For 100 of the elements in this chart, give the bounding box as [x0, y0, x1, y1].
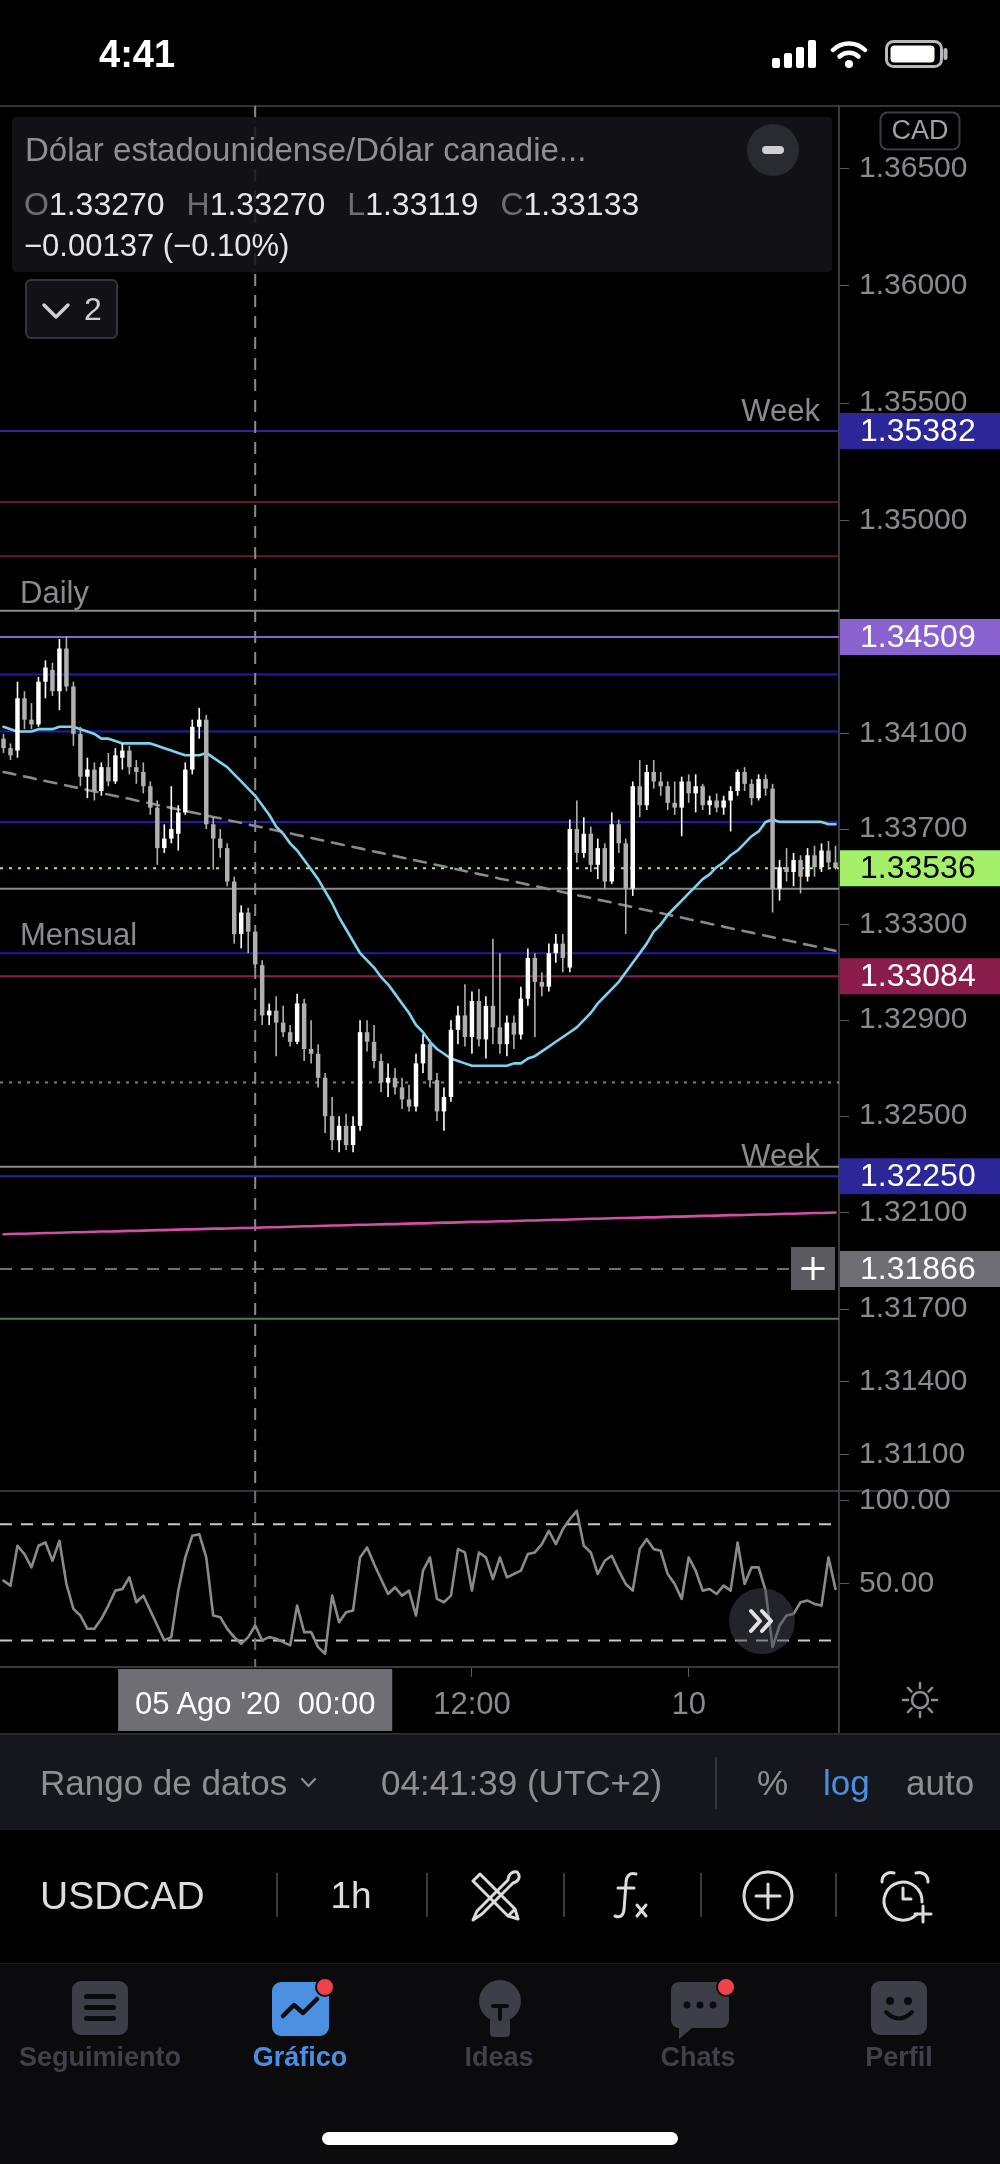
- candlestick: [497, 952, 503, 1055]
- candlestick: [120, 742, 125, 771]
- candlestick: [686, 773, 691, 804]
- x-tick-label: 10: [671, 1686, 706, 1722]
- candlestick: [721, 794, 726, 816]
- ref-line-label: 1.31866: [860, 1249, 976, 1286]
- candlestick: [287, 1024, 293, 1048]
- candlestick: [651, 759, 656, 790]
- text: USDCAD: [40, 1873, 205, 1919]
- candlestick: [385, 1062, 391, 1098]
- y-tick-label: 1.32100: [859, 1193, 968, 1227]
- ref-line-label: 1.33536: [860, 848, 976, 885]
- candlestick: [92, 761, 97, 802]
- ref-line-label: 1.34509: [860, 617, 976, 654]
- candlestick: [406, 1084, 412, 1113]
- annotation: Week: [741, 1138, 821, 1174]
- y-tick-label: 1.32900: [859, 1001, 968, 1035]
- candlestick: [162, 823, 167, 854]
- text: Dólar estadounidense/Dólar canadie...: [25, 131, 587, 169]
- text: Gráfico: [252, 2042, 348, 2074]
- candlestick: [85, 756, 90, 799]
- candlestick: [315, 1043, 321, 1089]
- annotation: Mensual: [20, 917, 138, 953]
- text: 4:41: [99, 33, 176, 77]
- candlestick: [812, 844, 817, 878]
- candlestick: [169, 785, 174, 845]
- text: log: [823, 1762, 870, 1804]
- candlestick: [106, 752, 111, 788]
- candlestick: [693, 773, 698, 814]
- y-tick-label: 1.31100: [859, 1435, 966, 1469]
- candlestick: [798, 854, 803, 895]
- annotation: −0.00137 (−0.10%): [24, 228, 290, 264]
- candlestick: [742, 766, 747, 792]
- annotation: 2: [84, 290, 102, 328]
- candlestick: [791, 852, 796, 888]
- candlestick: [455, 1005, 461, 1045]
- annotation: Week: [741, 392, 821, 428]
- candlestick: [784, 847, 789, 883]
- y-tick-label: 1.31700: [859, 1290, 968, 1324]
- candlestick: [127, 745, 132, 776]
- y-tick-label: 1.36000: [859, 267, 968, 301]
- ref-line-label: 1.33084: [860, 956, 976, 993]
- candlestick: [756, 773, 761, 802]
- text: auto: [906, 1762, 975, 1804]
- candlestick: [714, 792, 719, 814]
- candlestick: [211, 816, 216, 871]
- candlestick: [707, 794, 712, 816]
- text: Rango de datos: [40, 1762, 288, 1804]
- candlestick: [462, 983, 468, 1048]
- candlestick: [763, 773, 768, 797]
- candlestick: [574, 799, 580, 864]
- candlestick: [364, 1019, 370, 1053]
- ref-line-label: 1.32250: [860, 1157, 976, 1194]
- candlestick: [749, 778, 754, 807]
- candlestick: [672, 780, 677, 816]
- text: 04:41:39 (UTC+2): [381, 1762, 663, 1804]
- y-tick-label: 1.33300: [859, 905, 968, 939]
- y-tick-label: 100.00: [859, 1482, 951, 1516]
- candlestick: [50, 661, 55, 697]
- y-tick-label: 1.32500: [859, 1097, 968, 1131]
- candlestick: [29, 702, 34, 730]
- candlestick: [197, 707, 202, 740]
- text: Chats: [660, 2042, 736, 2074]
- candlestick: [22, 690, 27, 730]
- text: 1h: [330, 1874, 372, 1918]
- candlestick: [700, 783, 705, 811]
- text: O1.33270 H1.33270 L1.33119 C1.33133: [24, 185, 640, 222]
- candlestick: [658, 771, 663, 797]
- y-tick-label: 1.34100: [859, 715, 968, 749]
- candlestick: [99, 761, 104, 797]
- y-tick-label: 50.00: [859, 1565, 935, 1599]
- text: Seguimiento: [18, 2042, 182, 2074]
- y-tick-label: 1.33700: [859, 810, 968, 844]
- text: CAD: [879, 111, 961, 151]
- candlestick: [308, 1019, 314, 1065]
- candlestick: [43, 659, 48, 700]
- candlestick: [728, 785, 733, 833]
- candlestick: [826, 840, 831, 871]
- candlestick: [532, 952, 538, 1038]
- candlestick: [141, 761, 146, 795]
- candlestick: [805, 847, 810, 883]
- y-tick-label: 1.31400: [859, 1363, 968, 1396]
- candlestick: [777, 859, 782, 902]
- x-tick-label: 12:00: [433, 1686, 511, 1722]
- text: Perfil: [865, 2042, 933, 2074]
- candlestick: [735, 768, 740, 797]
- text: Ideas: [464, 2042, 534, 2074]
- y-tick-label: 1.36500: [859, 150, 968, 184]
- candlestick: [1, 733, 6, 754]
- candlestick: [819, 842, 824, 873]
- candlestick: [134, 759, 139, 785]
- candlestick: [833, 844, 838, 871]
- y-tick-label: 1.35000: [859, 502, 968, 536]
- candlestick: [378, 1052, 384, 1093]
- candlestick: [539, 971, 545, 998]
- x-tick-label: 05 Ago '20 00:00: [135, 1686, 376, 1722]
- candlestick: [665, 780, 670, 811]
- text: %: [757, 1762, 789, 1804]
- candlestick: [176, 804, 181, 852]
- candlestick: [148, 780, 153, 816]
